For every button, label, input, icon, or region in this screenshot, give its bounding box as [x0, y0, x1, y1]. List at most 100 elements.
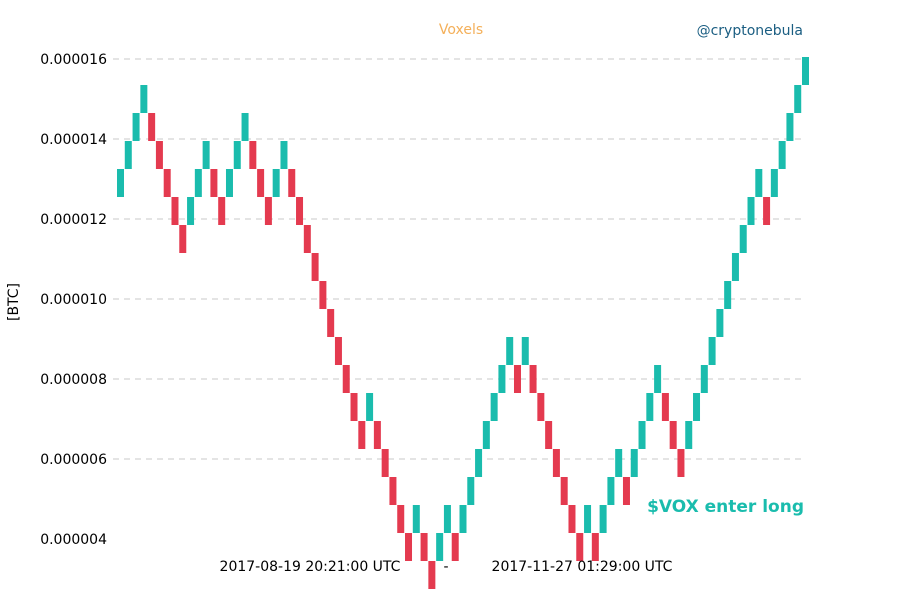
y-tick-label: 0.000012: [40, 212, 107, 228]
renko-brick-up: [521, 337, 529, 365]
renko-brick-up: [132, 113, 140, 141]
renko-brick-down: [148, 113, 156, 141]
renko-brick-up: [700, 365, 708, 393]
renko-brick-up: [490, 393, 498, 421]
renko-brick-up: [584, 505, 592, 533]
renko-brick-up: [202, 141, 210, 169]
renko-brick-down: [358, 421, 366, 449]
renko-brick-up: [615, 449, 623, 477]
renko-brick-up: [731, 253, 739, 281]
renko-brick-down: [677, 449, 685, 477]
renko-brick-down: [210, 169, 218, 197]
renko-brick-down: [264, 197, 272, 225]
renko-brick-down: [661, 393, 669, 421]
renko-brick-up: [630, 449, 638, 477]
renko-brick-down: [311, 253, 319, 281]
renko-brick-up: [724, 281, 732, 309]
renko-brick-up: [786, 113, 794, 141]
renko-brick-up: [459, 505, 467, 533]
y-tick-label: 0.000010: [40, 292, 107, 308]
renko-brick-up: [646, 393, 654, 421]
author-handle: @cryptonebula: [697, 23, 803, 39]
renko-brick-down: [576, 533, 584, 561]
renko-brick-down: [763, 197, 771, 225]
renko-brick-down: [669, 421, 677, 449]
renko-brick-up: [124, 141, 132, 169]
renko-brick-up: [194, 169, 202, 197]
renko-brick-down: [405, 533, 413, 561]
renko-brick-up: [467, 477, 475, 505]
renko-brick-down: [163, 169, 171, 197]
renko-brick-down: [303, 225, 311, 253]
renko-brick-down: [319, 281, 327, 309]
renko-brick-down: [428, 561, 436, 589]
renko-brick-up: [436, 533, 444, 561]
renko-brick-down: [155, 141, 163, 169]
renko-brick-up: [747, 197, 755, 225]
renko-brick-up: [654, 365, 662, 393]
renko-brick-down: [529, 365, 537, 393]
renko-brick-up: [638, 421, 646, 449]
renko-brick-up: [685, 421, 693, 449]
y-tick-label: 0.000016: [40, 52, 107, 68]
renko-brick-down: [350, 393, 358, 421]
renko-brick-up: [739, 225, 747, 253]
renko-brick-down: [622, 477, 630, 505]
renko-brick-down: [420, 533, 428, 561]
renko-brick-up: [802, 57, 809, 85]
renko-brick-up: [708, 337, 716, 365]
renko-brick-up: [755, 169, 763, 197]
renko-brick-down: [327, 309, 335, 337]
renko-brick-down: [218, 197, 226, 225]
renko-brick-down: [537, 393, 545, 421]
renko-brick-up: [412, 505, 420, 533]
renko-brick-up: [117, 169, 124, 197]
renko-brick-down: [552, 449, 560, 477]
renko-brick-up: [140, 85, 148, 113]
renko-brick-down: [296, 197, 304, 225]
renko-brick-down: [288, 169, 296, 197]
renko-brick-up: [280, 141, 288, 169]
renko-brick-up: [794, 85, 802, 113]
signal-annotation: $VOX enter long: [647, 497, 804, 517]
renko-brick-down: [342, 365, 350, 393]
renko-brick-up: [187, 197, 195, 225]
renko-brick-up: [482, 421, 490, 449]
renko-brick-down: [545, 421, 553, 449]
renko-brick-down: [451, 533, 459, 561]
renko-brick-up: [241, 113, 249, 141]
renko-brick-up: [272, 169, 280, 197]
renko-brick-up: [366, 393, 374, 421]
renko-brick-down: [334, 337, 342, 365]
renko-brick-up: [599, 505, 607, 533]
renko-brick-down: [591, 533, 599, 561]
renko-brick-up: [693, 393, 701, 421]
renko-brick-up: [607, 477, 615, 505]
renko-brick-up: [443, 505, 451, 533]
y-tick-label: 0.000006: [40, 452, 107, 468]
renko-brick-down: [249, 141, 257, 169]
y-tick-label: 0.000008: [40, 372, 107, 388]
renko-brick-up: [233, 141, 241, 169]
renko-brick-up: [716, 309, 724, 337]
y-tick-label: 0.000014: [40, 132, 107, 148]
renko-brick-up: [225, 169, 233, 197]
renko-brick-up: [506, 337, 514, 365]
renko-brick-down: [560, 477, 568, 505]
renko-brick-down: [397, 505, 405, 533]
renko-brick-down: [389, 477, 397, 505]
date-range-start: 2017-08-19 20:21:00 UTC: [220, 559, 401, 575]
renko-brick-down: [179, 225, 187, 253]
renko-brick-down: [568, 505, 576, 533]
renko-brick-up: [770, 169, 778, 197]
renko-brick-down: [171, 197, 179, 225]
renko-brick-up: [475, 449, 483, 477]
renko-brick-down: [257, 169, 265, 197]
renko-brick-down: [381, 449, 389, 477]
date-range-end: 2017-11-27 01:29:00 UTC: [492, 559, 673, 575]
y-tick-label: 0.000004: [40, 532, 107, 548]
gridlines: [113, 58, 806, 460]
date-range-separator: -: [443, 559, 448, 575]
chart-title: Voxels: [439, 22, 483, 38]
